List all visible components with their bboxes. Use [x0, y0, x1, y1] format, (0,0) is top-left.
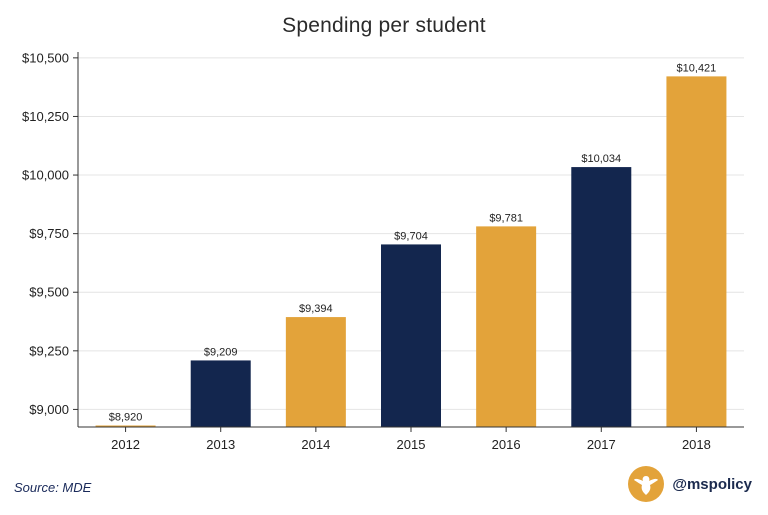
y-tick-label: $10,500	[22, 50, 69, 65]
bar-value-label: $8,920	[109, 412, 143, 424]
bar-value-label: $10,034	[581, 153, 621, 165]
bar	[285, 317, 346, 427]
bar	[95, 425, 156, 427]
x-tick-label: 2017	[587, 437, 616, 452]
bar	[476, 226, 537, 427]
x-tick-label: 2016	[492, 437, 521, 452]
x-tick-label: 2014	[301, 437, 330, 452]
chart-title: Spending per student	[282, 14, 486, 37]
bar	[381, 244, 441, 427]
x-tick-label: 2018	[682, 437, 711, 452]
x-tick-label: 2013	[206, 437, 235, 452]
x-tick-label: 2012	[111, 437, 140, 452]
eagle-logo-icon	[628, 466, 665, 502]
y-tick-label: $9,500	[29, 285, 69, 300]
y-tick-label: $9,250	[29, 343, 69, 358]
bar	[571, 167, 632, 427]
bar-value-label: $10,421	[677, 62, 717, 74]
x-tick-label: 2015	[397, 437, 426, 452]
y-tick-label: $10,000	[22, 168, 69, 183]
bar	[666, 76, 727, 427]
y-tick-label: $9,000	[29, 402, 69, 417]
bar	[190, 360, 251, 427]
brand-handle[interactable]: @mspolicy	[672, 475, 752, 493]
bar-value-label: $9,704	[394, 230, 428, 242]
brand: @mspolicy	[628, 466, 752, 502]
source-note: Source: MDE	[14, 480, 92, 495]
y-tick-label: $10,250	[22, 109, 69, 124]
bar-value-label: $9,394	[299, 303, 333, 315]
bar-value-label: $9,209	[204, 346, 238, 358]
bar-value-label: $9,781	[489, 212, 523, 224]
y-tick-label: $9,750	[29, 226, 69, 241]
